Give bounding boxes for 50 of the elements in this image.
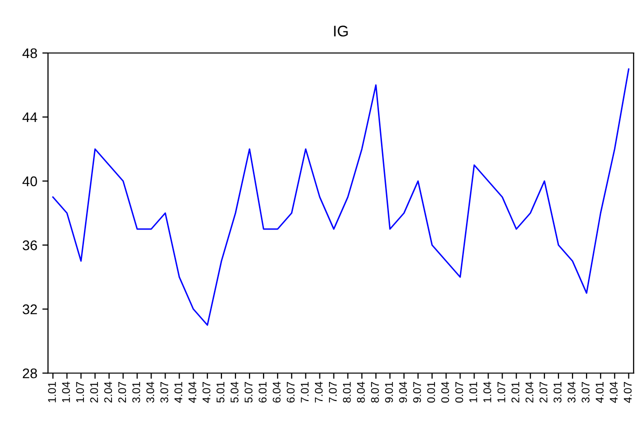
x-tick-label: 4.01 — [174, 382, 182, 403]
y-tick-label: 48 — [22, 48, 37, 58]
x-tick-label: 1.07 — [76, 382, 84, 402]
x-tick-label: 3.01 — [132, 382, 140, 403]
x-tick-label: 9.01 — [385, 382, 393, 403]
x-tick-label: 4.07 — [624, 382, 632, 403]
x-tick-label: 9.07 — [413, 382, 422, 403]
x-tick-label: 4.04 — [610, 382, 618, 403]
y-tick-label: 28 — [22, 368, 37, 378]
x-tick-label: 4.04 — [188, 382, 196, 403]
x-tick-label: 2.01 — [511, 382, 520, 403]
x-tick-label: 8.01 — [342, 382, 351, 403]
x-tick-label: 0.01 — [427, 382, 436, 403]
x-tick-label: 0.04 — [441, 382, 450, 403]
x-tick-label: 8.07 — [371, 382, 379, 403]
x-tick-label: 1.01 — [48, 382, 56, 402]
x-tick-label: 3.07 — [160, 382, 168, 403]
x-tick-label: 1.04 — [62, 382, 70, 402]
x-tick-label: 7.01 — [300, 382, 309, 403]
y-tick-label: 36 — [22, 240, 37, 250]
x-tick-label: 1.04 — [483, 382, 492, 402]
x-tick-label: 2.07 — [540, 382, 548, 403]
x-tick-label: 5.04 — [230, 382, 238, 403]
x-tick-label: 2.04 — [104, 382, 112, 403]
x-tick-label: 1.07 — [497, 382, 506, 402]
x-tick-label: 5.01 — [216, 382, 224, 403]
x-tick-label: 6.01 — [258, 382, 267, 403]
x-tick-label: 7.04 — [314, 382, 323, 403]
x-tick-label: 3.04 — [146, 382, 154, 403]
x-tick-label: 4.01 — [596, 382, 604, 403]
x-tick-label: 1.01 — [469, 382, 478, 402]
x-tick-label: 3.07 — [582, 382, 590, 403]
x-tick-label: 6.04 — [272, 382, 281, 403]
x-tick-label: 3.01 — [554, 382, 562, 403]
x-tick-label: 7.07 — [328, 382, 337, 403]
x-tick-label: 2.07 — [118, 382, 126, 403]
x-tick-label: 5.07 — [244, 382, 252, 403]
x-tick-label: 2.01 — [90, 382, 98, 403]
x-tick-label: 4.07 — [202, 382, 210, 403]
x-tick-label: 2.04 — [525, 382, 534, 403]
x-tick-label: 3.04 — [568, 382, 576, 403]
y-tick-label: 32 — [22, 304, 37, 314]
y-tick-label: 44 — [22, 112, 38, 122]
x-tick-label: 8.04 — [356, 382, 365, 403]
line-series — [52, 68, 630, 326]
x-tick-label: 6.07 — [286, 382, 295, 403]
y-tick-label: 40 — [22, 176, 38, 186]
x-tick-label: 9.04 — [399, 382, 407, 403]
x-tick-label: 0.07 — [455, 382, 464, 403]
chart-title: IG — [334, 26, 348, 36]
